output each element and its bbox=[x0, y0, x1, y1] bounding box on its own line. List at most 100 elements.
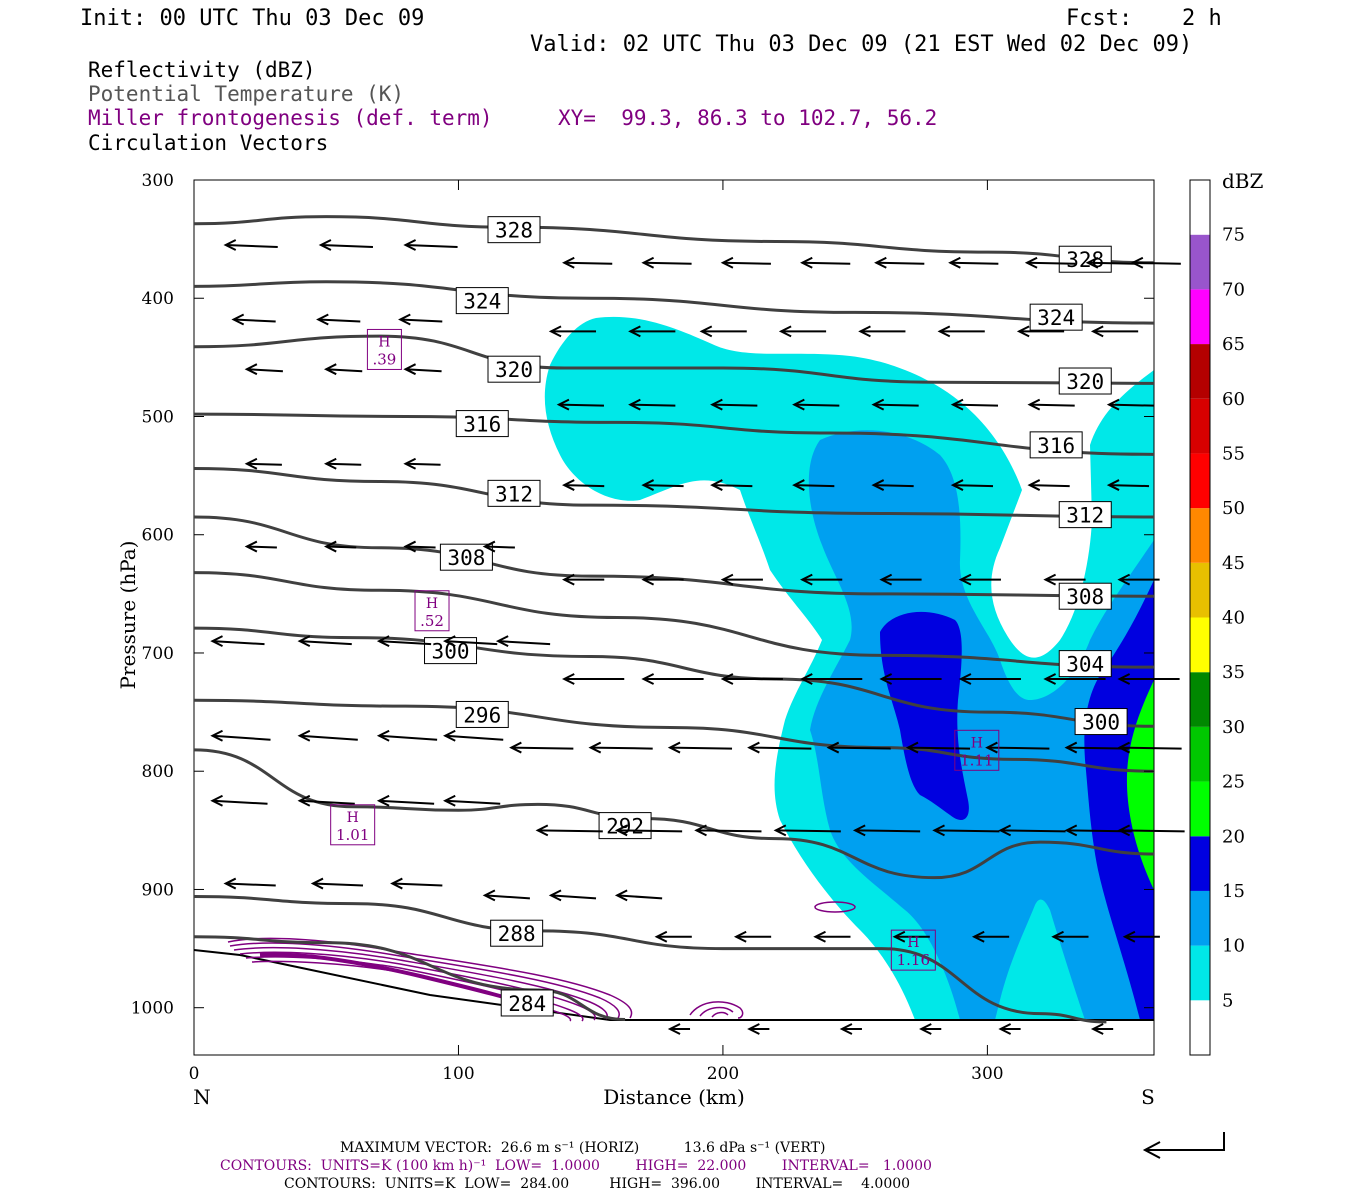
x-tick-label: 100 bbox=[442, 1064, 474, 1084]
axes: 300 400 500 600 700 800 900 1000 0 100 200 300 bbox=[131, 171, 1154, 1084]
circulation-vector bbox=[948, 256, 999, 269]
circulation-vector bbox=[1106, 479, 1150, 491]
circulation-vector bbox=[1122, 930, 1160, 943]
circulation-vector bbox=[482, 889, 530, 902]
frontogenesis-band-1 bbox=[227, 937, 633, 1019]
circulation-vector bbox=[509, 741, 574, 754]
circulation-vector bbox=[1117, 824, 1185, 837]
circulation-vector bbox=[858, 325, 906, 338]
forecast-hour: 2 h bbox=[1182, 6, 1222, 31]
y-tick-label: 800 bbox=[142, 762, 174, 782]
theta-contour-308 bbox=[193, 515, 1155, 598]
circulation-vector bbox=[443, 729, 504, 742]
circulation-vector bbox=[398, 313, 443, 326]
reference-vector-head bbox=[1142, 1141, 1161, 1159]
frontogenesis-lobe-2 bbox=[699, 1006, 734, 1017]
circulation-vector bbox=[654, 930, 692, 943]
north-end-label: N bbox=[193, 1085, 211, 1109]
theta-label: 312 bbox=[1066, 504, 1104, 528]
theta-label-box bbox=[487, 216, 541, 244]
circulation-vector bbox=[710, 479, 753, 491]
colorbar-segment bbox=[1190, 945, 1210, 1001]
circulation-vector bbox=[223, 239, 278, 251]
frontogenesis-band-3 bbox=[233, 946, 608, 1020]
y-tick-label: 300 bbox=[142, 171, 174, 191]
circulation-vector bbox=[694, 824, 762, 837]
colorbar-segment bbox=[1190, 234, 1210, 290]
circulation-vector bbox=[548, 325, 597, 338]
circulation-vector bbox=[1090, 325, 1139, 338]
circulation-vector bbox=[443, 635, 498, 648]
colorbar-label: 70 bbox=[1222, 279, 1245, 300]
circulation-vector bbox=[588, 741, 653, 754]
y-axis-title: Pressure (hPa) bbox=[116, 541, 140, 690]
circulation-vector bbox=[562, 479, 605, 491]
theta-label: 316 bbox=[1037, 434, 1075, 458]
circulation-vector bbox=[1064, 741, 1129, 754]
circulation-vector bbox=[318, 239, 373, 251]
circulation-vector bbox=[1043, 573, 1086, 586]
circulation-vector bbox=[998, 824, 1066, 837]
circulation-vector bbox=[1085, 256, 1136, 269]
theta-label-box bbox=[487, 479, 541, 507]
theta-contour-328 bbox=[193, 215, 1155, 265]
frontogenesis-maximum: H1.01 bbox=[330, 804, 376, 846]
reference-vector-arrow bbox=[1145, 1132, 1225, 1151]
circulation-vectors bbox=[210, 239, 1185, 1035]
circulation-vector bbox=[443, 794, 501, 807]
terrain-surface bbox=[193, 949, 1154, 1021]
colorbar-segment bbox=[1190, 617, 1210, 673]
circulation-vector bbox=[879, 573, 922, 586]
circulation-vector bbox=[778, 325, 827, 338]
circulation-vector bbox=[800, 573, 843, 586]
circulation-vector bbox=[535, 824, 603, 837]
theta-contour-292 bbox=[193, 748, 1155, 880]
maximum-value: 1.11 bbox=[960, 751, 993, 769]
circulation-vector bbox=[614, 824, 683, 837]
theta-contour-300 bbox=[193, 626, 1155, 728]
circulation-vector bbox=[1106, 398, 1155, 411]
circulation-vector bbox=[892, 930, 930, 943]
circulation-vector bbox=[641, 256, 692, 269]
colorbar-label: 75 bbox=[1222, 225, 1245, 246]
colorbar-segment bbox=[1190, 562, 1210, 618]
theta-label-box bbox=[1058, 245, 1112, 273]
circulation-vector bbox=[323, 457, 362, 470]
circulation-vector bbox=[800, 673, 863, 685]
circulation-vector bbox=[562, 673, 625, 685]
maximum-marker: H bbox=[347, 810, 359, 826]
legend-reflectivity: Reflectivity (dBZ) bbox=[88, 58, 316, 82]
circulation-vector bbox=[950, 479, 994, 491]
theta-label-box bbox=[490, 919, 544, 947]
circulation-vector bbox=[792, 398, 840, 411]
theta-label-box bbox=[1058, 367, 1112, 395]
theta-label-box bbox=[439, 543, 493, 571]
circulation-vector bbox=[826, 741, 891, 754]
footer-contours-theta: CONTOURS: UNITS=K LOW= 284.00 HIGH= 396.… bbox=[284, 1176, 911, 1192]
circulation-vector bbox=[210, 635, 265, 648]
theta-contours: 328 328 324 324 320 320 316 316 312 312 308 308 304 3… bbox=[193, 215, 1155, 1024]
colorbar-segment bbox=[1190, 781, 1210, 837]
y-tick-label: 900 bbox=[142, 880, 174, 900]
colorbar-label: 65 bbox=[1222, 334, 1245, 355]
theta-label: 296 bbox=[463, 703, 501, 727]
colorbar-label: 35 bbox=[1222, 662, 1245, 683]
circulation-vector bbox=[720, 573, 763, 586]
theta-contour-312 bbox=[193, 467, 1155, 519]
colorbar-label: 15 bbox=[1222, 881, 1245, 902]
theta-label-box bbox=[1029, 303, 1083, 331]
circulation-vector bbox=[403, 457, 441, 470]
circulation-vector bbox=[323, 363, 363, 376]
colorbar-label: 45 bbox=[1222, 553, 1245, 574]
circulation-vector bbox=[376, 729, 438, 742]
y-tick-label: 500 bbox=[142, 407, 174, 427]
plot-frame bbox=[193, 179, 1155, 1056]
legend-frontogenesis: Miller frontogenesis (def. term) bbox=[88, 106, 493, 130]
circulation-vector bbox=[1024, 256, 1076, 269]
circulation-vector bbox=[628, 325, 676, 338]
frontogenesis-maximum: H1.11 bbox=[954, 729, 1000, 771]
circulation-vector bbox=[310, 877, 364, 890]
circulation-vector bbox=[699, 325, 747, 338]
